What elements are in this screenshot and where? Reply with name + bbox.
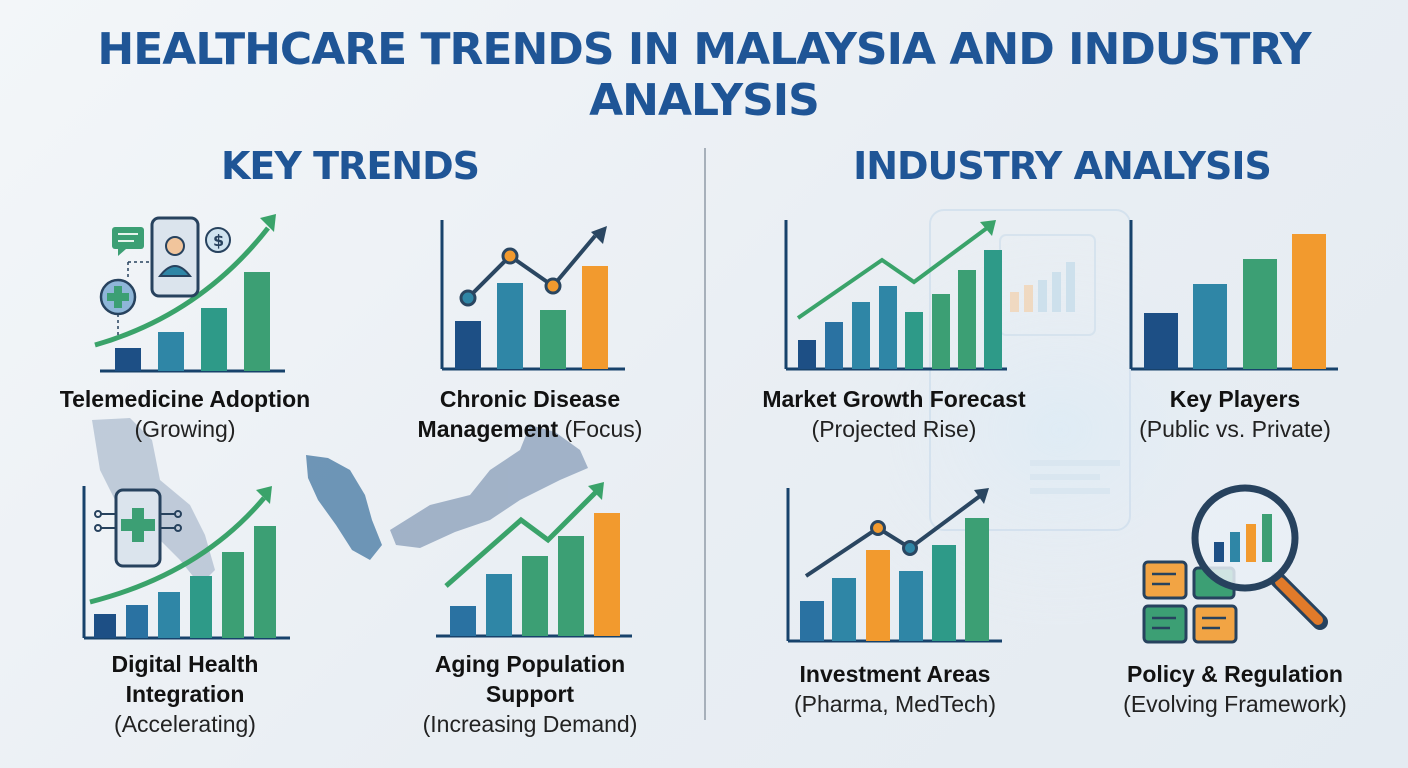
digital-health-illustration [82, 486, 290, 640]
key-players-bar [1292, 234, 1326, 369]
key-players-bar [1243, 259, 1277, 369]
policy-regulation-label: Policy & Regulation (Evolving Framework) [1123, 661, 1347, 717]
digital-bar [190, 576, 212, 638]
magnifier-icon [1191, 484, 1328, 630]
chronic-bar [455, 321, 481, 369]
market-bar [879, 286, 897, 369]
investment-bar [899, 571, 923, 641]
market-bar [932, 294, 950, 369]
digital-bar [126, 605, 148, 638]
key-players-chart [1129, 220, 1338, 371]
market-growth-label: Market Growth Forecast (Projected Rise) [762, 386, 1026, 442]
dollar-coin-icon: $ [205, 227, 231, 253]
aging-bar [594, 513, 620, 636]
market-bar [905, 312, 923, 369]
medical-cross-icon [99, 278, 137, 316]
section-divider [704, 148, 706, 720]
industry-analysis-heading: INDUSTRY ANALYSIS [853, 144, 1272, 188]
telemedicine-label: Telemedicine Adoption (Growing) [59, 386, 311, 442]
aging-bar [486, 574, 512, 636]
investment-bar [832, 578, 856, 641]
digital-bar [94, 614, 116, 638]
aging-population-label: Aging Population Support (Increasing Dem… [422, 651, 638, 737]
aging-population-chart [436, 482, 632, 638]
investment-areas-chart [786, 488, 1002, 643]
market-bar [798, 340, 816, 369]
digital-bar [158, 592, 180, 638]
key-trends-heading: KEY TRENDS [220, 144, 480, 188]
chronic-disease-chart [440, 220, 625, 371]
investment-areas-label: Investment Areas (Pharma, MedTech) [794, 661, 996, 717]
telemedicine-illustration: $ [94, 214, 285, 373]
market-bar [984, 250, 1002, 369]
key-players-bar [1193, 284, 1227, 369]
telemedicine-bar [201, 308, 227, 371]
document-stack-icon [1142, 560, 1238, 644]
market-growth-chart [784, 220, 1007, 371]
chronic-disease-label: Chronic Disease Management (Focus) [417, 386, 643, 442]
key-players-bar [1144, 313, 1178, 369]
telemedicine-bar [158, 332, 184, 371]
telemedicine-bar [244, 272, 270, 371]
chronic-bar [540, 310, 566, 369]
investment-bar [965, 518, 989, 641]
digital-health-label: Digital Health Integration (Accelerating… [111, 651, 259, 737]
page-title: HEALTHCARE TRENDS IN MALAYSIA AND INDUST… [97, 24, 1311, 126]
circuit-phone-icon [94, 488, 182, 568]
key-players-label: Key Players (Public vs. Private) [1139, 386, 1331, 442]
chronic-bar [497, 283, 523, 369]
doctor-phone-icon [150, 216, 200, 298]
telemedicine-bar [115, 348, 141, 371]
chronic-bar [582, 266, 608, 369]
market-bar [825, 322, 843, 369]
svg-text:$: $ [213, 231, 224, 250]
chat-bubble-icon [112, 227, 144, 256]
aging-bar [450, 606, 476, 636]
market-bar [958, 270, 976, 369]
investment-bar [800, 601, 824, 641]
digital-bar [254, 526, 276, 638]
investment-bar [932, 545, 956, 641]
aging-bar [558, 536, 584, 636]
policy-regulation-illustration [1142, 484, 1328, 644]
investment-bar [866, 550, 890, 641]
digital-bar [222, 552, 244, 638]
market-bar [852, 302, 870, 369]
aging-bar [522, 556, 548, 636]
